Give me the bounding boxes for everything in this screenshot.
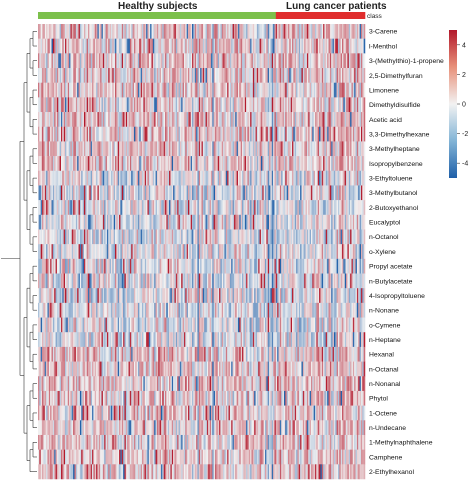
- class-bar-lung-cancer: [275, 12, 366, 19]
- row-labels: 3-Carene l-Menthol 3-(Methylthio)-1-propen…: [369, 29, 444, 476]
- row-label: n-Undecane: [369, 425, 406, 432]
- row-label: Limonene: [369, 87, 399, 94]
- row-label: 3,3-Dimethylhexane: [369, 131, 430, 138]
- row-label: n-Octanal: [369, 366, 399, 373]
- row-label: Hexanal: [369, 352, 394, 359]
- colorbar-tick-label: 0: [462, 102, 466, 109]
- row-label: n-Heptane: [369, 337, 401, 344]
- row-label: l-Menthol: [369, 43, 397, 50]
- colorbar-tick-label: 4: [462, 42, 466, 49]
- row-label: o-Cymene: [369, 322, 401, 329]
- row-label: n-Nonanal: [369, 381, 401, 388]
- colorbar-ticks: 4 2 0 -2 -4: [457, 42, 468, 168]
- row-label: Camphene: [369, 454, 402, 461]
- row-label: 3-Methylheptane: [369, 146, 420, 153]
- row-label: 2-Ethylhexanol: [369, 469, 414, 476]
- row-dendrogram: [1, 31, 37, 472]
- group-label-lung-cancer: Lung cancer patients: [286, 1, 387, 12]
- row-label: n-Octanol: [369, 234, 399, 241]
- row-label: 3-(Methylthio)-1-propene: [369, 58, 444, 65]
- row-label: 4-Isopropyltoluene: [369, 293, 425, 300]
- colorbar-tick-label: -2: [462, 131, 468, 138]
- row-label: Eucalyptol: [369, 220, 401, 227]
- group-label-healthy: Healthy subjects: [118, 1, 198, 12]
- class-bar-healthy: [38, 12, 277, 19]
- row-label: Propyl acetate: [369, 264, 413, 271]
- colorbar-tick-label: -4: [462, 161, 468, 168]
- row-label: 3-Methylbutanol: [369, 190, 418, 197]
- row-label: 1-Octene: [369, 410, 397, 417]
- row-label: Isopropylbenzene: [369, 161, 423, 168]
- row-label: n-Butylacetate: [369, 278, 413, 285]
- colorbar-tick-label: 2: [462, 72, 466, 79]
- row-label: 2-Butoxyethanol: [369, 205, 419, 212]
- row-label: 1-Methylnaphthalene: [369, 440, 433, 447]
- row-label: o-Xylene: [369, 249, 396, 256]
- row-label: 3-Ethyltoluene: [369, 176, 413, 183]
- row-label: 3-Carene: [369, 29, 398, 36]
- heatmap-cells: [38, 24, 366, 480]
- row-label: Acetic acid: [369, 117, 402, 124]
- row-label: n-Nonane: [369, 308, 399, 315]
- class-annotation-bar: [38, 12, 366, 19]
- row-label: 2,5-Dimethylfuran: [369, 73, 423, 80]
- row-label: Phytol: [369, 396, 388, 403]
- colorbar: [449, 30, 457, 178]
- row-label: Dimethyldisulfide: [369, 102, 421, 109]
- class-axis-label: class: [367, 13, 383, 20]
